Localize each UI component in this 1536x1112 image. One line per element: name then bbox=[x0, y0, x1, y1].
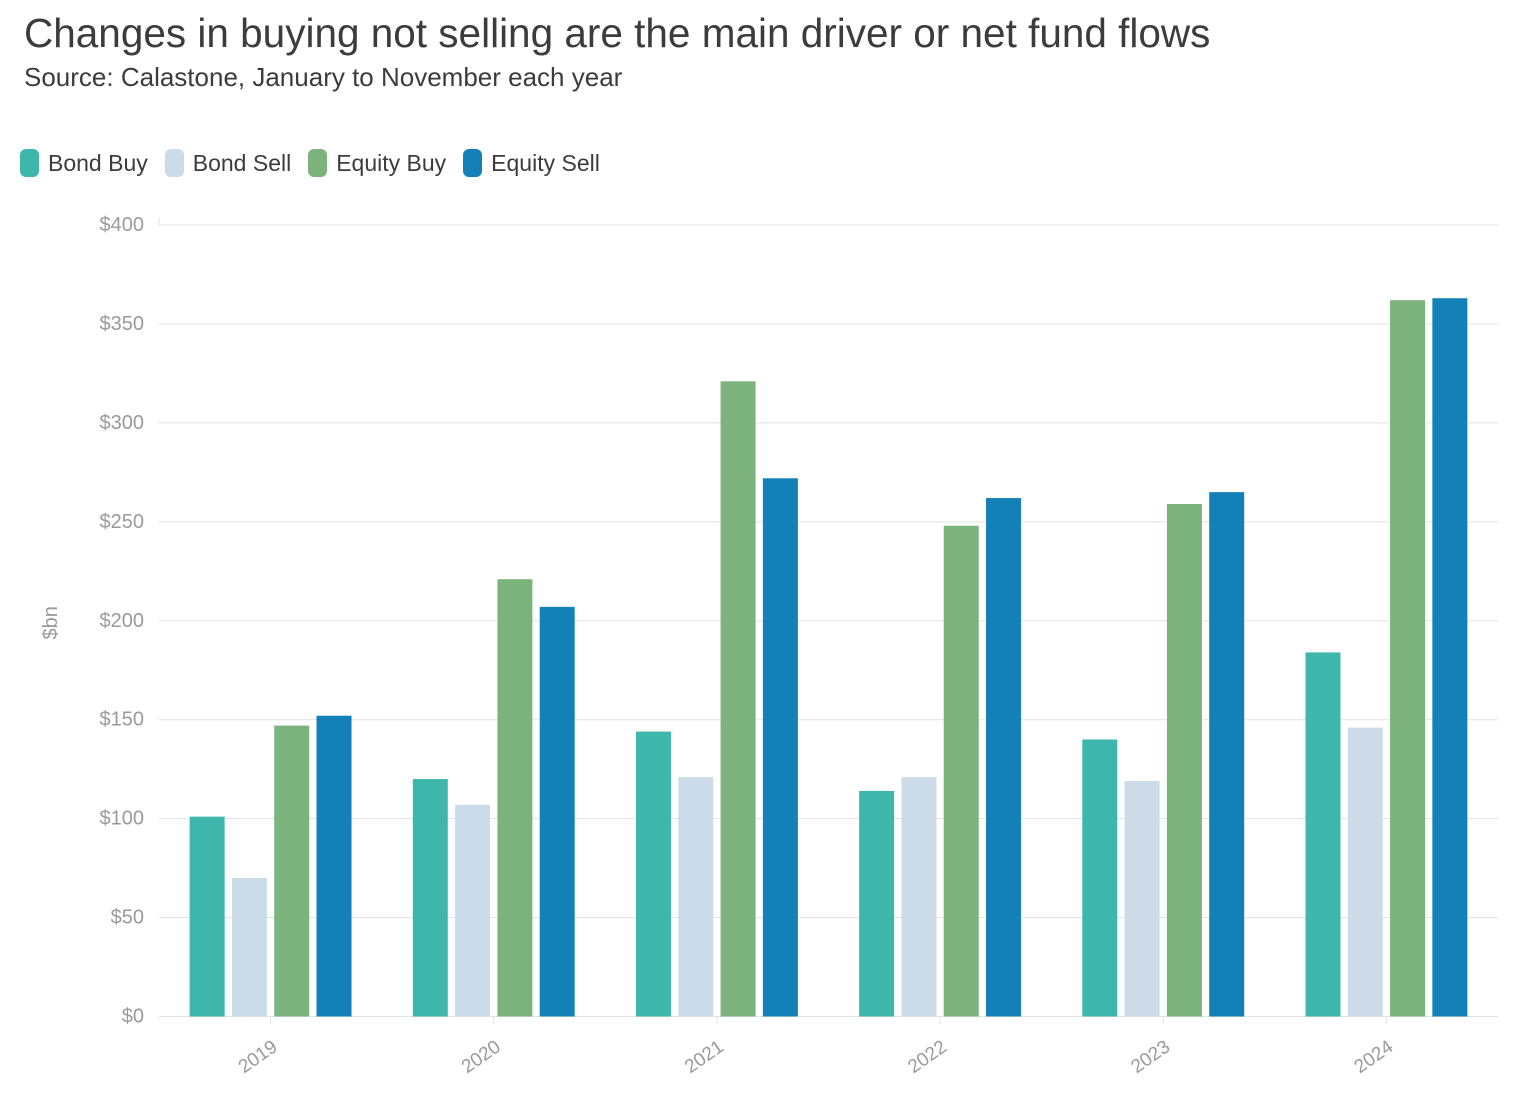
svg-text:$0: $0 bbox=[122, 1006, 144, 1028]
svg-text:2022: 2022 bbox=[904, 1036, 951, 1077]
svg-text:$200: $200 bbox=[100, 610, 145, 632]
svg-text:2023: 2023 bbox=[1127, 1036, 1174, 1077]
svg-text:2019: 2019 bbox=[235, 1036, 282, 1077]
svg-text:$300: $300 bbox=[100, 412, 145, 434]
svg-text:2024: 2024 bbox=[1351, 1036, 1398, 1078]
svg-text:2021: 2021 bbox=[681, 1036, 728, 1077]
svg-text:2020: 2020 bbox=[458, 1036, 505, 1077]
svg-text:$bn: $bn bbox=[40, 606, 62, 639]
svg-text:$150: $150 bbox=[100, 709, 145, 731]
svg-text:$400: $400 bbox=[100, 214, 145, 236]
svg-text:$250: $250 bbox=[100, 511, 145, 533]
svg-text:$50: $50 bbox=[111, 907, 144, 929]
svg-text:$350: $350 bbox=[100, 313, 145, 335]
svg-text:$100: $100 bbox=[100, 808, 145, 830]
